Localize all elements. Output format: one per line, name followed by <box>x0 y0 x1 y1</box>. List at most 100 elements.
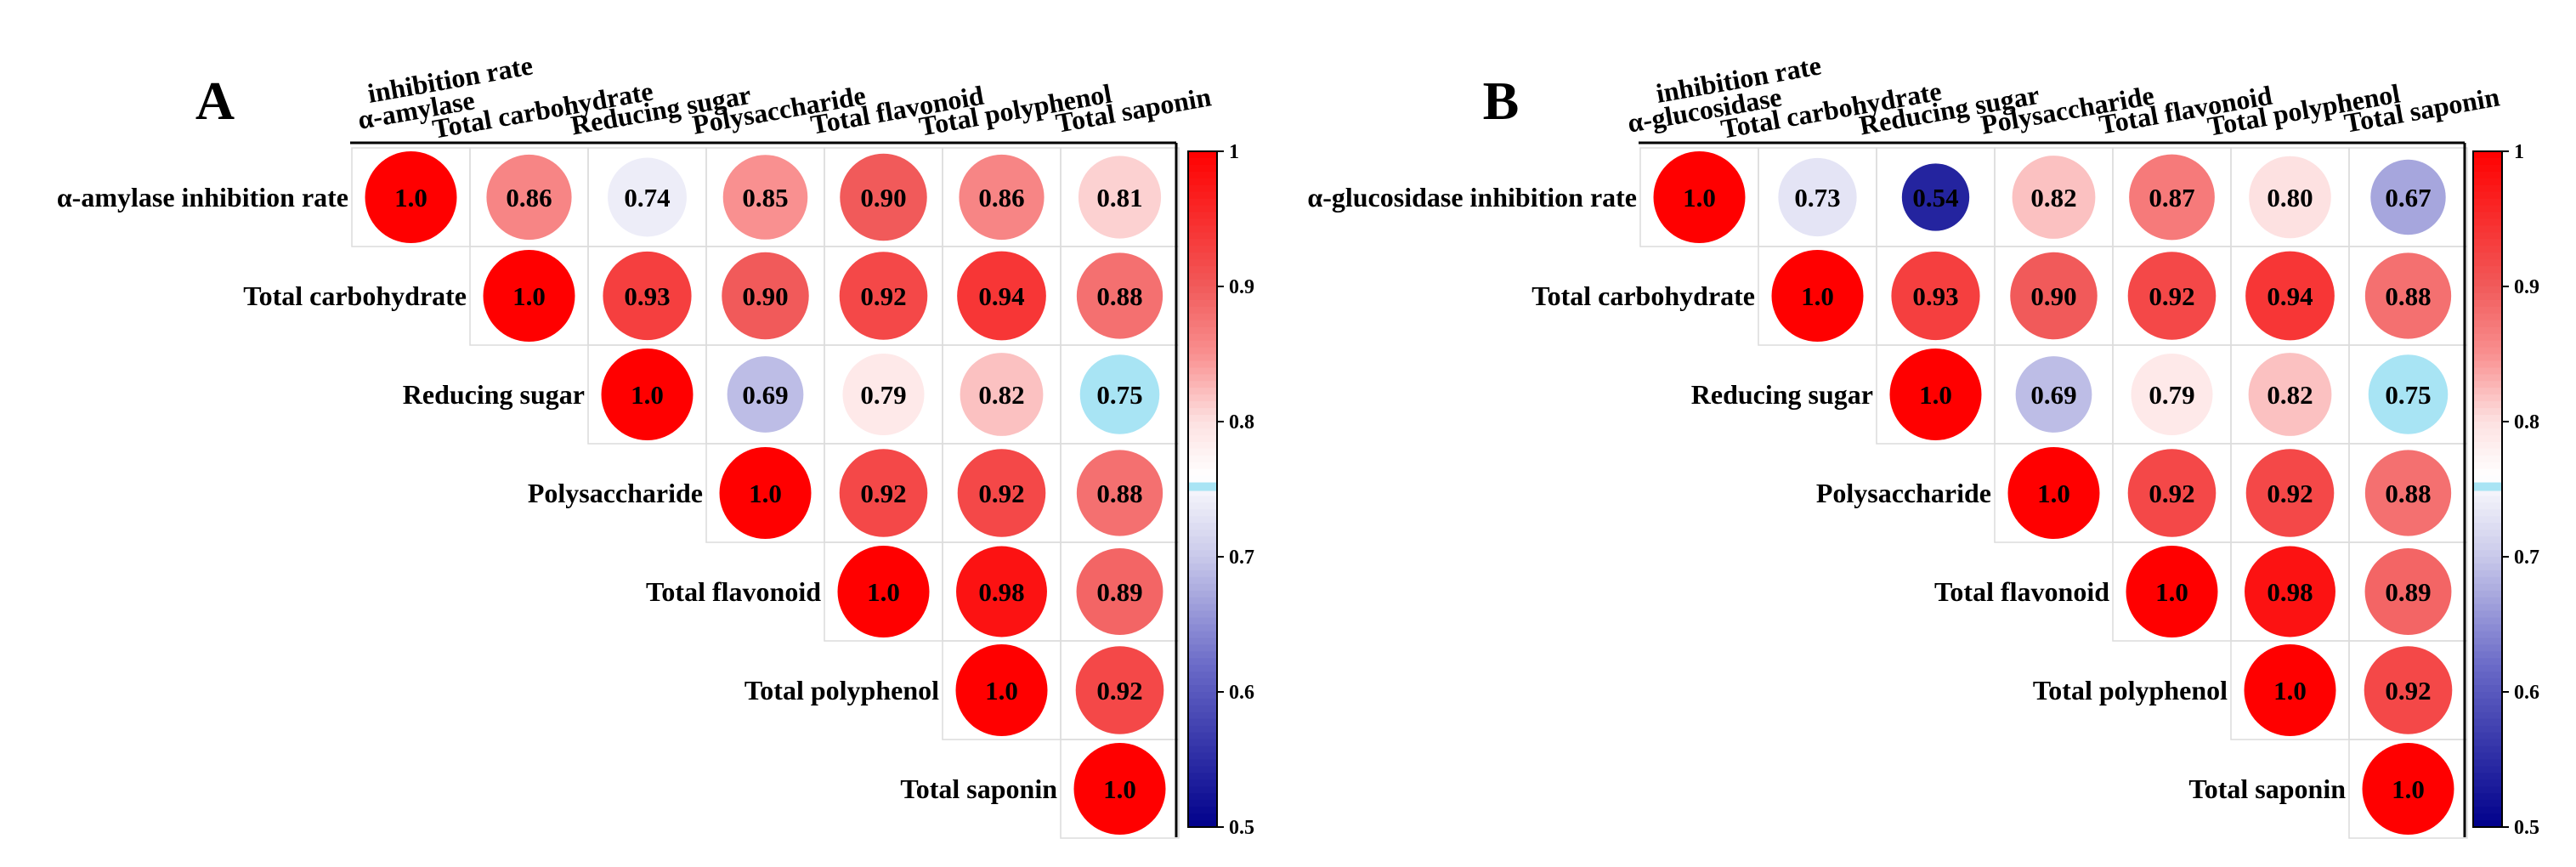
colorbar-tick-label: 0.8 <box>1229 411 1254 434</box>
colorbar-segment <box>2473 381 2502 388</box>
colorbar-segment <box>1188 604 1217 612</box>
corr-value-label: 1.0 <box>2155 577 2188 607</box>
colorbar-segment <box>2473 313 2502 321</box>
row-label: Total carbohydrate <box>1531 280 1755 311</box>
corr-circle <box>2370 159 2446 235</box>
colorbar-segment <box>1188 205 1217 213</box>
colorbar-segment <box>1188 273 1217 280</box>
colorbar-segment <box>2473 725 2502 734</box>
corr-circle <box>1076 252 1163 339</box>
colorbar-segment <box>2473 468 2502 477</box>
colorbar-segment <box>1188 651 1217 659</box>
colorbar-segment <box>1188 759 1217 768</box>
colorbar-tick-label: 0.9 <box>1229 276 1254 298</box>
corr-circle <box>1901 163 1970 231</box>
corr-value-label: 0.98 <box>2267 577 2313 607</box>
row-label: Total flavonoid <box>1934 576 2109 607</box>
colorbar-segment <box>1188 252 1217 260</box>
colorbar-segment <box>1188 523 1217 530</box>
colorbar-segment <box>1188 590 1217 598</box>
corr-value-label: 0.89 <box>2385 577 2431 607</box>
colorbar-segment <box>2473 489 2502 497</box>
colorbar-segment <box>2473 698 2502 706</box>
corr-circle <box>1891 251 1980 341</box>
colorbar-segment <box>1188 820 1217 828</box>
colorbar-segment <box>1188 502 1217 510</box>
colorbar-segment <box>1188 705 1217 713</box>
corr-circle <box>719 447 812 539</box>
colorbar-segment <box>1188 367 1217 375</box>
colorbar-tick-label: 0.8 <box>2514 411 2539 434</box>
colorbar-segment <box>1188 286 1217 294</box>
colorbar-segment <box>1188 225 1217 233</box>
row-label: Reducing sugar <box>1691 379 1873 410</box>
colorbar-segment <box>2473 813 2502 821</box>
corr-value-label: 0.80 <box>2267 183 2313 212</box>
colorbar-segment <box>2473 320 2502 328</box>
corr-circle <box>837 546 930 638</box>
corr-circle <box>1778 157 1857 237</box>
corr-circle <box>1076 548 1163 635</box>
corr-value-label: 0.82 <box>2030 183 2076 212</box>
corr-circle <box>957 449 1046 537</box>
colorbar-segment <box>1188 299 1217 308</box>
colorbar-segment <box>2473 705 2502 713</box>
corr-circle <box>2364 252 2452 339</box>
colorbar-segment <box>1188 184 1217 193</box>
corr-value-label: 0.92 <box>860 281 906 311</box>
colorbar-segment <box>1188 198 1217 207</box>
colorbar-segment <box>1188 672 1217 679</box>
colorbar-segment <box>2473 800 2502 808</box>
corr-circle <box>1076 450 1163 536</box>
colorbar-segment <box>1188 475 1217 484</box>
panel-label: A <box>195 71 235 131</box>
colorbar-segment <box>2473 530 2502 537</box>
corr-value-label: 0.79 <box>860 380 906 410</box>
colorbar-segment <box>1188 232 1217 240</box>
corr-value-label: 0.86 <box>506 183 552 212</box>
corr-value-label: 0.87 <box>2149 183 2194 212</box>
colorbar-segment <box>1188 550 1217 558</box>
corr-value-label: 0.98 <box>978 577 1024 607</box>
colorbar-segment <box>1188 333 1217 342</box>
corr-circle <box>839 252 928 340</box>
colorbar-segment <box>2473 184 2502 193</box>
colorbar-segment <box>1188 394 1217 402</box>
colorbar-segment <box>2473 374 2502 382</box>
corr-value-label: 1.0 <box>2037 479 2070 508</box>
colorbar-segment <box>2473 536 2502 544</box>
colorbar-segment <box>2473 157 2502 166</box>
colorbar-segment <box>2473 672 2502 679</box>
colorbar-segment <box>2473 570 2502 578</box>
corr-circle <box>955 644 1048 736</box>
corr-circle <box>1889 348 1982 440</box>
corr-value-label: 0.69 <box>742 380 788 410</box>
colorbar-segment <box>2473 218 2502 227</box>
colorbar-segment <box>1188 631 1217 638</box>
colorbar-segment <box>2473 624 2502 632</box>
colorbar-segment <box>2473 212 2502 220</box>
corr-circle <box>483 250 575 342</box>
corr-value-label: 1.0 <box>1801 281 1834 311</box>
colorbar-segment <box>2473 326 2502 335</box>
colorbar-segment <box>1188 813 1217 821</box>
corr-circle <box>608 157 687 237</box>
corr-circle <box>842 354 925 435</box>
colorbar-segment <box>1188 246 1217 253</box>
colorbar-segment <box>1188 685 1217 693</box>
colorbar-segment <box>2473 448 2502 456</box>
corr-circle <box>2127 252 2216 340</box>
colorbar-segment <box>2473 286 2502 294</box>
colorbar-segment <box>2473 164 2502 173</box>
colorbar-segment <box>1188 320 1217 328</box>
corr-value-label: 0.90 <box>860 183 906 212</box>
corr-value-label: 0.93 <box>1912 281 1958 311</box>
colorbar-segment <box>1188 665 1217 672</box>
colorbar-segment <box>1188 786 1217 794</box>
colorbar-segment <box>2473 178 2502 186</box>
colorbar-segment <box>2473 408 2502 416</box>
colorbar-segment <box>1188 374 1217 382</box>
colorbar-segment <box>1188 239 1217 246</box>
corr-circle <box>2245 449 2335 537</box>
